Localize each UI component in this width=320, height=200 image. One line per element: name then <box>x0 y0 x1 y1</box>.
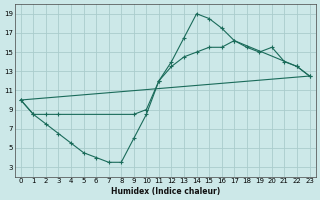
X-axis label: Humidex (Indice chaleur): Humidex (Indice chaleur) <box>111 187 220 196</box>
